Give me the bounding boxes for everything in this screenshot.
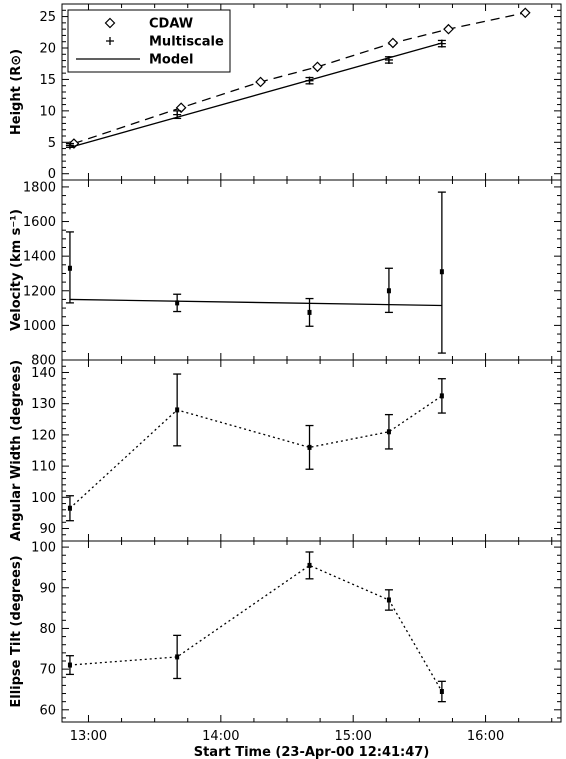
y-tick-label: 100 [31,541,56,556]
y-tick-label: 800 [31,354,56,369]
data-point-diamond [175,102,187,114]
panel-4-series-1-line [69,564,443,692]
panel-2-series-2-line [69,298,442,307]
panel-3-series-1-line [69,395,443,509]
y-tick-label: 1200 [23,284,56,299]
panel-4-y-axis-title: Ellipse Tilt (degrees) [9,555,24,707]
data-point-square [307,562,312,568]
y-tick-label: 120 [31,428,56,443]
legend-box [67,9,231,73]
legend-diamond-marker [104,17,116,29]
y-tick-label: 100 [31,491,56,506]
y-tick-label: 25 [39,10,56,25]
legend-label: Model [149,53,193,68]
y-tick-label: 110 [31,460,56,475]
y-tick-label: 60 [39,703,56,718]
y-tick-label: 80 [39,622,56,637]
y-tick-label: 0 [48,167,56,182]
y-tick-label: 10 [39,104,56,119]
panel-1-y-axis-title: Height (R⊙) [9,49,24,135]
x-tick-label: 13:00 [70,729,107,744]
y-tick-label: 70 [39,663,56,678]
x-tick-label: 15:00 [334,729,371,744]
data-point-diamond [519,7,531,19]
data-point-square [67,265,72,271]
panel-1-series-3-line [69,42,443,148]
data-point-diamond [443,23,454,35]
x-tick-label: 16:00 [467,729,504,744]
x-axis-title: Start Time (23-Apr-00 12:41:47) [194,745,430,759]
data-point-square [175,407,180,413]
data-point-square [386,288,391,294]
y-tick-label: 130 [31,397,56,412]
data-point-square [439,688,444,694]
y-tick-label: 1400 [23,250,56,265]
data-point-square [175,654,180,660]
legend-plus-marker [106,37,114,45]
data-point-square [307,309,312,315]
data-point-square [67,505,72,511]
data-point-square [67,662,72,668]
y-tick-label: 1800 [23,180,56,195]
panel-4-frame [61,540,562,723]
data-point-diamond [387,37,399,49]
data-point-square [439,393,444,399]
panel-3-frame [61,359,562,542]
data-point-plus [65,141,74,150]
data-point-square [307,444,312,450]
y-tick-label: 90 [39,581,56,596]
panel-2-frame [61,179,562,361]
y-tick-label: 1000 [23,319,56,334]
data-point-square [175,300,180,306]
data-point-square [439,269,444,275]
data-point-diamond [312,61,323,73]
data-point-diamond [255,76,266,88]
y-tick-label: 1600 [23,215,56,230]
y-tick-label: 15 [39,73,56,88]
panel-3-y-axis-title: Angular Width (degrees) [9,360,24,541]
x-tick-label: 14:00 [202,729,239,744]
y-tick-label: 90 [39,522,56,537]
y-tick-label: 140 [31,366,56,381]
legend-label: Multiscale [149,35,224,50]
legend-label: CDAW [149,17,193,32]
panel-2-y-axis-title: Velocity (km s⁻¹) [9,209,24,331]
data-point-square [386,597,391,603]
y-tick-label: 20 [39,42,56,57]
y-tick-label: 5 [48,136,56,151]
data-point-square [386,429,391,435]
